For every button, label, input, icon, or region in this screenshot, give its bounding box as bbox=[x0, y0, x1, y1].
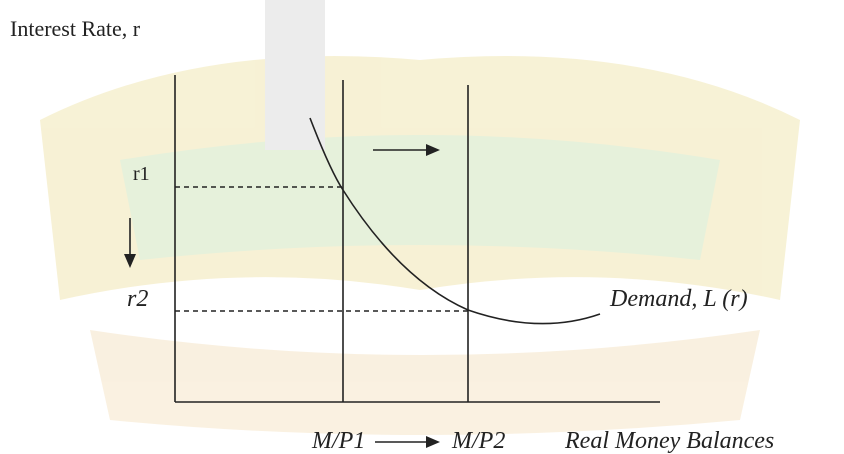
demand-label: Demand, L (r) bbox=[609, 286, 748, 312]
watermark bbox=[40, 0, 800, 435]
diagram: Interest Rate, r r1 r2 M/P1 M/P2 Real Mo… bbox=[0, 0, 844, 454]
rate-label: r1 bbox=[133, 163, 150, 185]
rate-label: r2 bbox=[127, 286, 148, 312]
supply-label: M/P1 bbox=[311, 428, 365, 454]
supply-label: M/P2 bbox=[451, 428, 505, 454]
y-axis-title: Interest Rate, r bbox=[10, 16, 141, 41]
x-axis-title: Real Money Balances bbox=[564, 428, 774, 454]
arrowhead bbox=[426, 436, 440, 448]
